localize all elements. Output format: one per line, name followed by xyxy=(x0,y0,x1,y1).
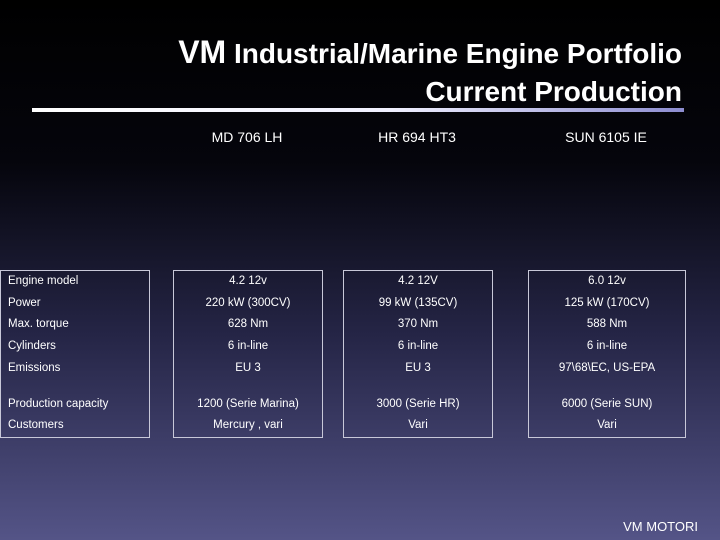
cell-cylinders-hr694ht3: 6 in-line xyxy=(397,340,439,352)
cell-max-torque-sun6105ie: 588 Nm xyxy=(586,318,628,330)
cell-customers-hr694ht3: Vari xyxy=(408,419,428,431)
cell-engine-model-sun6105ie: 6.0 12v xyxy=(588,275,626,287)
slide-title-line-1: VM Industrial/Marine Engine Portfolio xyxy=(178,34,682,71)
cell-power-sun6105ie: 125 kW (170CV) xyxy=(564,297,650,309)
cell-emissions-hr694ht3: EU 3 xyxy=(405,362,431,374)
cell-cylinders-md706lh: 6 in-line xyxy=(227,340,269,352)
cell-production-capacity-sun6105ie: 6000 (Serie SUN) xyxy=(561,398,653,410)
column-box-md706lh xyxy=(173,270,323,438)
row-label-cylinders: Cylinders xyxy=(8,340,56,352)
cell-engine-model-hr694ht3: 4.2 12V xyxy=(398,275,438,287)
cell-engine-model-md706lh: 4.2 12v xyxy=(229,275,267,287)
cell-max-torque-md706lh: 628 Nm xyxy=(227,318,269,330)
cell-customers-sun6105ie: Vari xyxy=(597,419,617,431)
cell-cylinders-sun6105ie: 6 in-line xyxy=(586,340,628,352)
cell-power-hr694ht3: 99 kW (135CV) xyxy=(378,297,458,309)
slide-title-line-2: Current Production xyxy=(425,76,682,107)
column-header-md706lh: MD 706 LH xyxy=(211,129,283,145)
cell-emissions-sun6105ie: 97\68\EC, US-EPA xyxy=(558,362,656,374)
row-label-customers: Customers xyxy=(8,419,64,431)
row-label-max-torque: Max. torque xyxy=(8,318,69,330)
cell-production-capacity-hr694ht3: 3000 (Serie HR) xyxy=(376,398,460,410)
column-header-hr694ht3: HR 694 HT3 xyxy=(378,129,456,145)
row-label-production-capacity: Production capacity xyxy=(8,398,109,410)
footer-brand: VM MOTORI xyxy=(623,519,698,534)
title-text: Industrial/Marine Engine Portfolio xyxy=(233,38,682,69)
column-box-hr694ht3 xyxy=(343,270,493,438)
cell-customers-md706lh: Mercury , vari xyxy=(213,419,283,431)
column-box-sun6105ie xyxy=(528,270,686,438)
labels-box xyxy=(0,270,150,438)
cell-production-capacity-md706lh: 1200 (Serie Marina) xyxy=(197,398,299,410)
title-brand: VM xyxy=(178,34,227,70)
row-label-engine-model: Engine model xyxy=(8,275,79,287)
cell-emissions-md706lh: EU 3 xyxy=(235,362,261,374)
cell-max-torque-hr694ht3: 370 Nm xyxy=(397,318,439,330)
column-header-sun6105ie: SUN 6105 IE xyxy=(565,129,647,145)
title-underline xyxy=(32,108,684,112)
row-label-emissions: Emissions xyxy=(8,362,61,374)
cell-power-md706lh: 220 kW (300CV) xyxy=(205,297,291,309)
row-label-power: Power xyxy=(8,297,41,309)
